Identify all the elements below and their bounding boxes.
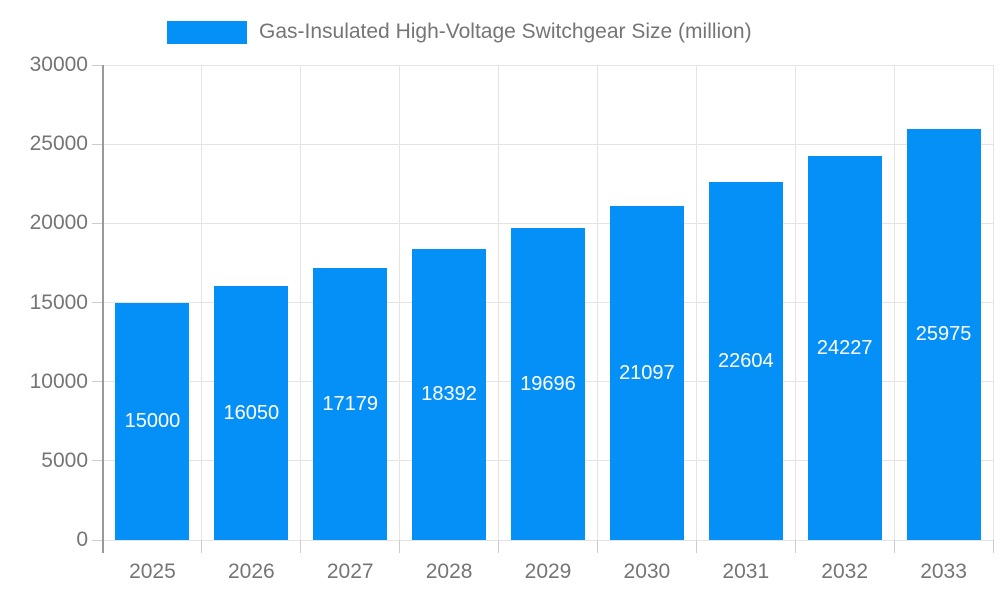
- x-axis-tick: [300, 540, 302, 553]
- x-axis-tick: [992, 540, 994, 553]
- y-axis-tick: [92, 143, 103, 145]
- bar-value-label: 22604: [717, 350, 774, 373]
- x-axis-tick-label: 2028: [425, 560, 473, 583]
- bar[interactable]: [115, 302, 190, 540]
- y-axis-tick: [92, 460, 103, 462]
- x-axis-tick: [596, 540, 598, 553]
- x-axis-tick-label: 2026: [227, 560, 275, 583]
- x-axis-tick-label: 2033: [920, 560, 967, 583]
- legend-item[interactable]: Gas-Insulated High-Voltage Switchgear Si…: [167, 18, 752, 46]
- y-axis-tick: [92, 222, 103, 224]
- bar[interactable]: [708, 182, 783, 540]
- y-axis-tick-label: 0: [76, 528, 88, 551]
- x-gridline: [695, 65, 697, 540]
- bar[interactable]: [906, 128, 981, 540]
- x-axis-tick-label: 2031: [722, 560, 770, 583]
- y-axis-tick: [92, 302, 103, 303]
- bar[interactable]: [609, 205, 684, 540]
- y-axis-tick-label: 10000: [29, 369, 88, 393]
- y-gridline: [103, 539, 993, 541]
- x-gridline: [498, 65, 500, 540]
- legend-label: Gas-Insulated High-Voltage Switchgear Si…: [259, 20, 752, 43]
- y-gridline: [103, 64, 993, 66]
- x-gridline: [399, 65, 401, 540]
- bar[interactable]: [807, 156, 882, 540]
- x-gridline: [596, 65, 598, 540]
- bar[interactable]: [214, 285, 289, 540]
- x-axis-tick-label: 2030: [623, 560, 671, 583]
- y-axis-tick-label: 20000: [29, 211, 88, 235]
- x-gridline: [201, 65, 203, 540]
- legend-swatch: [167, 20, 247, 44]
- y-axis-tick-label: 15000: [29, 290, 88, 314]
- bar-value-label: 21097: [619, 361, 675, 384]
- x-gridline: [300, 65, 302, 540]
- x-axis-tick: [201, 540, 203, 553]
- y-axis-tick-label: 5000: [41, 448, 88, 472]
- y-axis-tick: [92, 64, 103, 66]
- x-axis-tick-label: 2027: [326, 560, 374, 583]
- bar[interactable]: [412, 248, 487, 540]
- x-axis-tick: [498, 540, 500, 553]
- bar-value-label: 15000: [124, 410, 181, 433]
- x-axis-tick: [794, 540, 796, 553]
- x-gridline: [893, 65, 895, 540]
- x-axis-tick-label: 2029: [524, 560, 572, 583]
- x-axis-tick: [695, 540, 697, 553]
- y-axis-tick: [92, 539, 103, 541]
- bar-value-label: 17179: [322, 392, 379, 415]
- bar[interactable]: [511, 228, 585, 540]
- y-gridline: [103, 222, 993, 224]
- x-axis-tick-label: 2025: [129, 560, 176, 583]
- bar-value-label: 18392: [421, 383, 477, 406]
- x-axis-tick: [893, 540, 895, 553]
- x-gridline: [992, 65, 994, 540]
- x-axis-tick: [399, 540, 401, 553]
- y-axis-tick-label: 25000: [29, 132, 88, 156]
- bar[interactable]: [313, 267, 388, 540]
- bar-value-label: 24227: [816, 337, 873, 360]
- y-axis-tick: [92, 381, 103, 383]
- y-gridline: [103, 143, 993, 145]
- y-axis-tick-label: 30000: [29, 53, 88, 76]
- x-axis-tick-label: 2032: [821, 560, 869, 583]
- bar-value-label: 16050: [223, 401, 280, 424]
- x-gridline: [794, 65, 796, 540]
- bar-value-label: 19696: [520, 373, 576, 396]
- y-axis-line: [102, 65, 104, 553]
- bar-value-label: 25975: [915, 323, 972, 346]
